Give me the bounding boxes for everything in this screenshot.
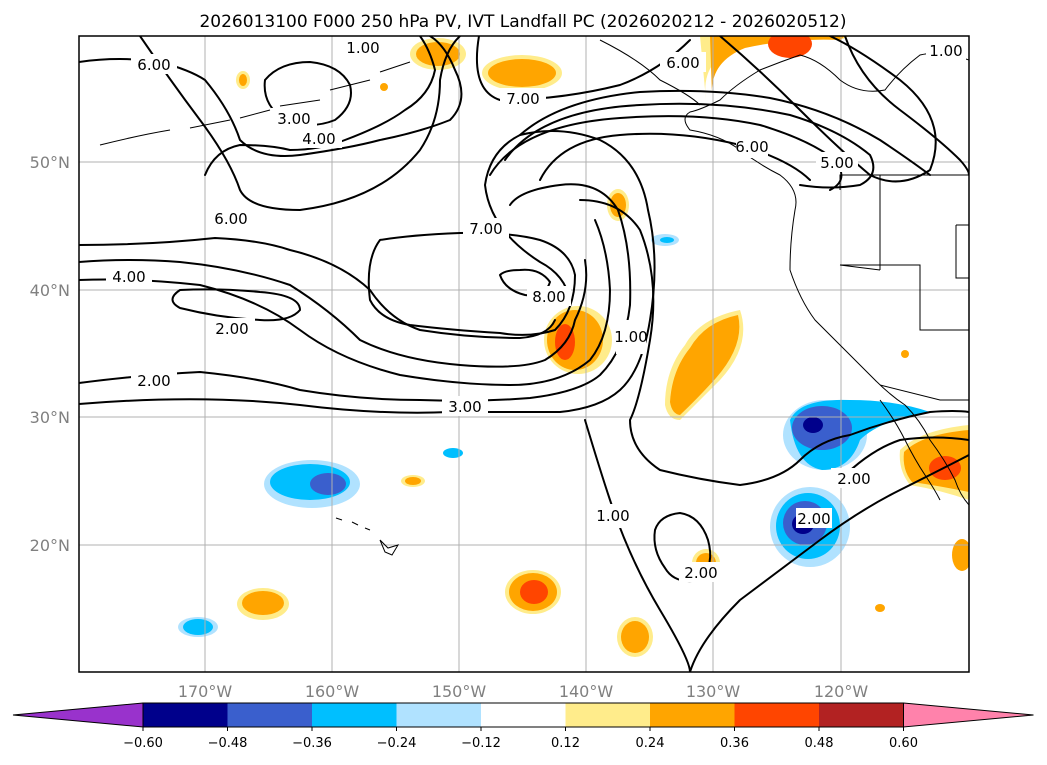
colorbar-tick-label: −0.60 bbox=[123, 736, 163, 751]
colorbar-tick-label: 0.24 bbox=[636, 736, 665, 751]
contour-label: 1.00 bbox=[614, 328, 647, 346]
colorbar-swatch bbox=[650, 703, 735, 727]
lon-label: 170°W bbox=[178, 682, 233, 701]
colorbar-tick-label: 0.48 bbox=[805, 736, 834, 751]
colorbar-tick-label: 0.36 bbox=[720, 736, 749, 751]
colorbar-swatch bbox=[143, 703, 228, 727]
colorbar-tick-label: 0.12 bbox=[551, 736, 580, 751]
colorbar-tick-label: −0.24 bbox=[377, 736, 417, 751]
shade-blob bbox=[901, 350, 909, 358]
lat-labels: 50°N 40°N 30°N 20°N bbox=[30, 153, 70, 555]
plot-title: 2026013100 F000 250 hPa PV, IVT Landfall… bbox=[199, 12, 846, 32]
contour-label: 4.00 bbox=[112, 268, 145, 286]
colorbar-swatch bbox=[227, 703, 313, 727]
shade-blob bbox=[670, 315, 740, 415]
shade-blob bbox=[488, 59, 556, 87]
contour-label: 2.00 bbox=[137, 372, 170, 390]
colorbar-swatch bbox=[734, 703, 820, 727]
lon-label: 150°W bbox=[432, 682, 487, 701]
colorbar-tick-label: −0.36 bbox=[292, 736, 332, 751]
lat-label: 30°N bbox=[30, 408, 70, 427]
contour-label: 8.00 bbox=[532, 288, 565, 306]
contour-label: 6.00 bbox=[666, 54, 699, 72]
map-frame bbox=[78, 35, 970, 673]
colorbar-tick-label: −0.12 bbox=[461, 736, 501, 751]
contour-label: 2.00 bbox=[797, 510, 830, 528]
contour-label: 1.00 bbox=[929, 42, 962, 60]
lon-label: 140°W bbox=[559, 682, 614, 701]
shade-blob bbox=[443, 448, 463, 458]
contour-label: 7.00 bbox=[469, 220, 502, 238]
shade-blob bbox=[803, 417, 823, 433]
contour-label: 6.00 bbox=[735, 138, 768, 156]
lon-labels: 170°W 160°W 150°W 140°W 130°W 120°W bbox=[178, 682, 869, 701]
colorbar-outline bbox=[142, 702, 904, 728]
colorbar-swatch bbox=[396, 703, 482, 727]
lat-label: 20°N bbox=[30, 536, 70, 555]
contour-label: 3.00 bbox=[277, 110, 310, 128]
colorbar-swatch bbox=[312, 703, 397, 727]
contour-label: 2.00 bbox=[684, 564, 717, 582]
contour-label: 5.00 bbox=[820, 154, 853, 172]
lat-label: 40°N bbox=[30, 281, 70, 300]
shade-blob bbox=[875, 604, 885, 612]
shade-blob bbox=[660, 237, 674, 243]
contour-labels: 6.00 6.00 3.00 4.00 7.00 6.00 7.00 4.00 … bbox=[106, 38, 966, 582]
contour-label: 7.00 bbox=[506, 90, 539, 108]
coastlines bbox=[99, 36, 969, 556]
contour-label: 2.00 bbox=[837, 470, 870, 488]
contour-label: 6.00 bbox=[137, 56, 170, 74]
contour-label: 1.00 bbox=[596, 507, 629, 525]
map-panel bbox=[79, 36, 969, 672]
lon-label: 160°W bbox=[305, 682, 360, 701]
pv-contours bbox=[79, 36, 969, 672]
colorbar-swatch bbox=[481, 703, 566, 727]
shade-blob bbox=[380, 83, 388, 91]
contour-label: 2.00 bbox=[215, 320, 248, 338]
lon-label: 130°W bbox=[686, 682, 741, 701]
contour-label: 4.00 bbox=[302, 130, 335, 148]
shade-blob bbox=[239, 74, 247, 86]
lon-label: 120°W bbox=[814, 682, 869, 701]
colorbar-swatch bbox=[565, 703, 651, 727]
shade-blob bbox=[405, 477, 421, 485]
shade-blob bbox=[621, 621, 649, 653]
colorbar-swatch bbox=[819, 703, 904, 727]
shade-blob bbox=[768, 36, 812, 58]
lat-label: 50°N bbox=[30, 153, 70, 172]
shade-blob bbox=[183, 619, 213, 635]
colorbar-tick-label: 0.60 bbox=[889, 736, 918, 751]
contour-label: 1.00 bbox=[346, 39, 379, 57]
colorbar-extend-max bbox=[903, 702, 1034, 728]
colorbar-tick-label: −0.48 bbox=[208, 736, 248, 751]
shade-blob bbox=[416, 42, 460, 66]
shade-blob bbox=[710, 36, 845, 95]
shade-blob bbox=[952, 539, 969, 571]
contour-label: 6.00 bbox=[214, 210, 247, 228]
colorbar-extend-min bbox=[12, 702, 144, 728]
shade-blob bbox=[242, 591, 284, 615]
shade-blob bbox=[310, 473, 346, 495]
shade-blob bbox=[520, 580, 548, 604]
contour-label: 3.00 bbox=[448, 398, 481, 416]
colorbar: −0.60 −0.48 −0.36 −0.24 −0.12 0.12 0.24 0.36 0.4… bbox=[12, 702, 1034, 751]
